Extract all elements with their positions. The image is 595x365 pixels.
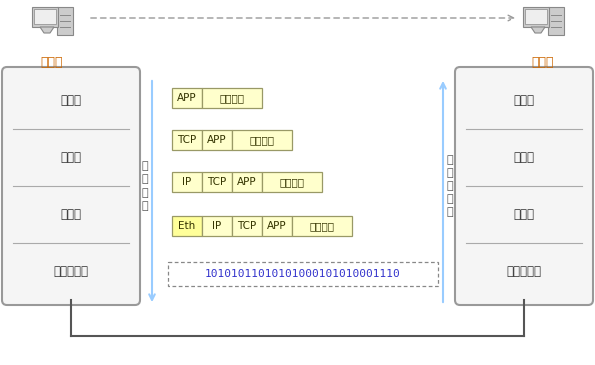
Bar [172,88,202,108]
Text: 传输层: 传输层 [61,151,82,164]
Text: 解
封
装
过
程: 解 封 装 过 程 [447,155,453,218]
Bar [172,130,202,150]
Bar [202,130,232,150]
Bar [168,262,438,286]
Text: APP: APP [237,177,257,187]
Text: IP: IP [212,221,221,231]
Text: 封
装
过
程: 封 装 过 程 [142,161,148,211]
Text: 用户数据: 用户数据 [309,221,334,231]
FancyBboxPatch shape [57,7,73,35]
Text: 网络层: 网络层 [513,208,534,221]
Text: Eth: Eth [178,221,196,231]
FancyBboxPatch shape [2,67,140,305]
Text: TCP: TCP [208,177,227,187]
Bar [202,88,262,108]
Text: 网络层: 网络层 [61,208,82,221]
Text: 10101011010101000101010001110: 10101011010101000101010001110 [205,269,401,279]
FancyBboxPatch shape [523,7,549,27]
FancyBboxPatch shape [34,9,56,24]
Text: APP: APP [267,221,287,231]
Text: 网络接口层: 网络接口层 [506,265,541,278]
FancyBboxPatch shape [455,67,593,305]
Bar [232,130,292,150]
FancyBboxPatch shape [32,7,58,27]
Bar [292,216,352,236]
Bar [172,216,202,236]
Text: 用户数据: 用户数据 [280,177,305,187]
Text: 用户数据: 用户数据 [249,135,274,145]
FancyBboxPatch shape [525,9,547,24]
Text: IP: IP [183,177,192,187]
Text: 应用层: 应用层 [61,94,82,107]
Text: 接收方: 接收方 [532,56,555,69]
Bar [202,216,232,236]
Text: 用户数据: 用户数据 [220,93,245,103]
Text: APP: APP [177,93,197,103]
Bar [172,172,202,192]
Text: 网络接口层: 网络接口层 [54,265,89,278]
Polygon shape [531,27,545,33]
Bar [232,216,262,236]
Text: TCP: TCP [237,221,256,231]
Polygon shape [40,27,54,33]
Bar [262,216,292,236]
Text: APP: APP [207,135,227,145]
Text: TCP: TCP [177,135,196,145]
Bar [202,172,232,192]
Bar [232,172,262,192]
Bar [262,172,322,192]
Text: 传输层: 传输层 [513,151,534,164]
Text: 发送方: 发送方 [40,56,63,69]
FancyBboxPatch shape [548,7,564,35]
Text: 应用层: 应用层 [513,94,534,107]
